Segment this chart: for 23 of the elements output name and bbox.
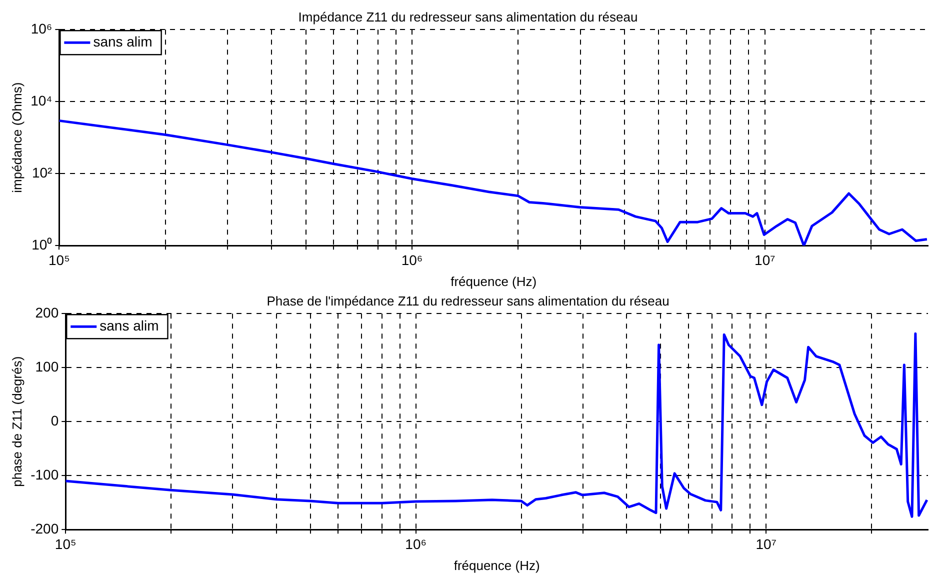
y-axis-title: impédance (Ohms) xyxy=(9,82,24,193)
x-tick-label: 10⁵ xyxy=(54,536,76,552)
x-axis-title: fréquence (Hz) xyxy=(450,274,537,289)
y-tick-label: 10⁰ xyxy=(32,236,52,252)
y-tick-label: 200 xyxy=(35,304,59,320)
x-tick-label: 10⁷ xyxy=(754,252,776,268)
legend-label: sans alim xyxy=(93,33,152,50)
y-axis-title: phase de Z11 (degrés) xyxy=(9,356,24,487)
chart-title: Phase de l'impédance Z11 du redresseur sans alimentation du réseau xyxy=(266,293,670,308)
y-tick-label: -100 xyxy=(30,466,59,482)
y-tick-label: 10⁶ xyxy=(30,20,52,36)
y-tick-label: 10² xyxy=(32,164,53,180)
chart-title: Impédance Z11 du redresseur sans alimentation du réseau xyxy=(298,9,638,24)
y-tick-label: -200 xyxy=(30,520,59,536)
x-tick-label: 10⁶ xyxy=(405,536,427,552)
x-tick-label: 10⁵ xyxy=(48,252,70,268)
x-axis-title: fréquence (Hz) xyxy=(454,558,540,573)
y-tick-label: 100 xyxy=(35,358,59,374)
legend-label: sans alim xyxy=(100,317,159,334)
x-tick-label: 10⁶ xyxy=(401,252,423,268)
y-tick-label: 10⁴ xyxy=(30,92,52,108)
y-tick-label: 0 xyxy=(50,412,59,428)
x-tick-label: 10⁷ xyxy=(756,536,776,552)
